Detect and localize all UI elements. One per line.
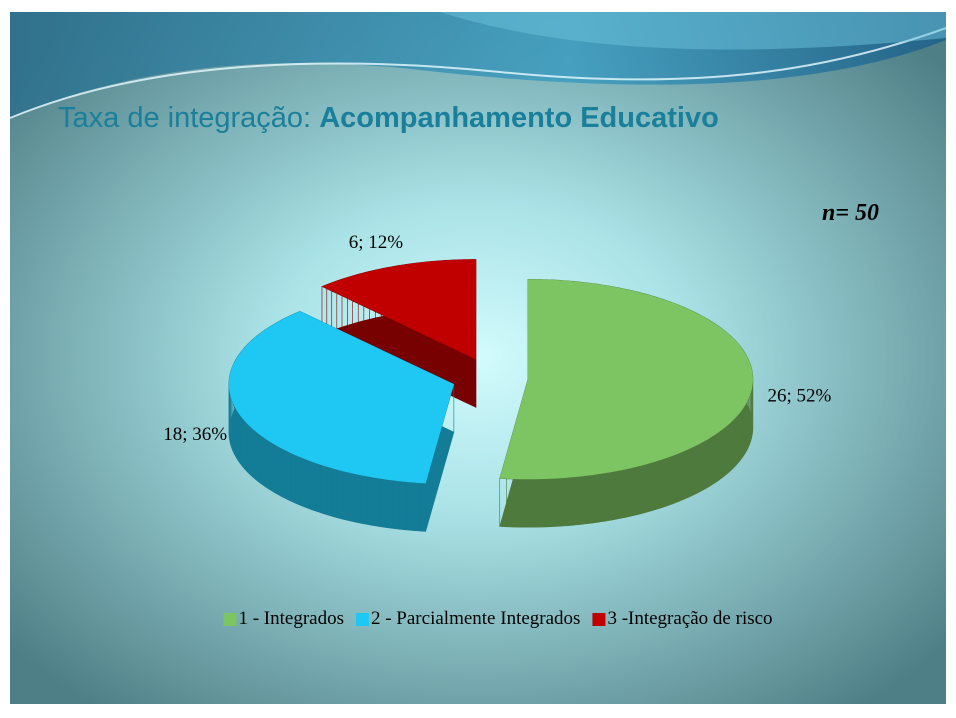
sample-size: n= 50 xyxy=(822,200,879,226)
title: Taxa de integração: Acompanhamento Educa… xyxy=(58,102,719,134)
slide: Taxa de integração: Acompanhamento Educa… xyxy=(0,0,956,718)
legend-item: 1 - Integrados xyxy=(223,608,344,629)
legend-swatch xyxy=(592,613,605,626)
legend-label: 1 - Integrados xyxy=(238,608,344,629)
title-text: Taxa de integração: xyxy=(58,102,311,134)
data-label: 18; 36% xyxy=(163,424,227,445)
page: Taxa de integração: Acompanhamento Educa… xyxy=(0,0,956,718)
title-emphasis: Acompanhamento Educativo xyxy=(319,102,719,134)
data-label: 26; 52% xyxy=(767,386,831,407)
legend: 1 - Integrados 2 - Parcialmente Integrado… xyxy=(223,608,772,629)
legend-item: 2 - Parcialmente Integrados xyxy=(356,608,580,629)
legend-swatch xyxy=(356,613,369,626)
legend-label: 2 - Parcialmente Integrados xyxy=(371,608,580,629)
legend-label: 3 -Integração de risco xyxy=(607,608,772,629)
legend-item: 3 -Integração de risco xyxy=(592,608,772,629)
data-label: 6; 12% xyxy=(349,232,404,253)
legend-swatch xyxy=(223,613,236,626)
